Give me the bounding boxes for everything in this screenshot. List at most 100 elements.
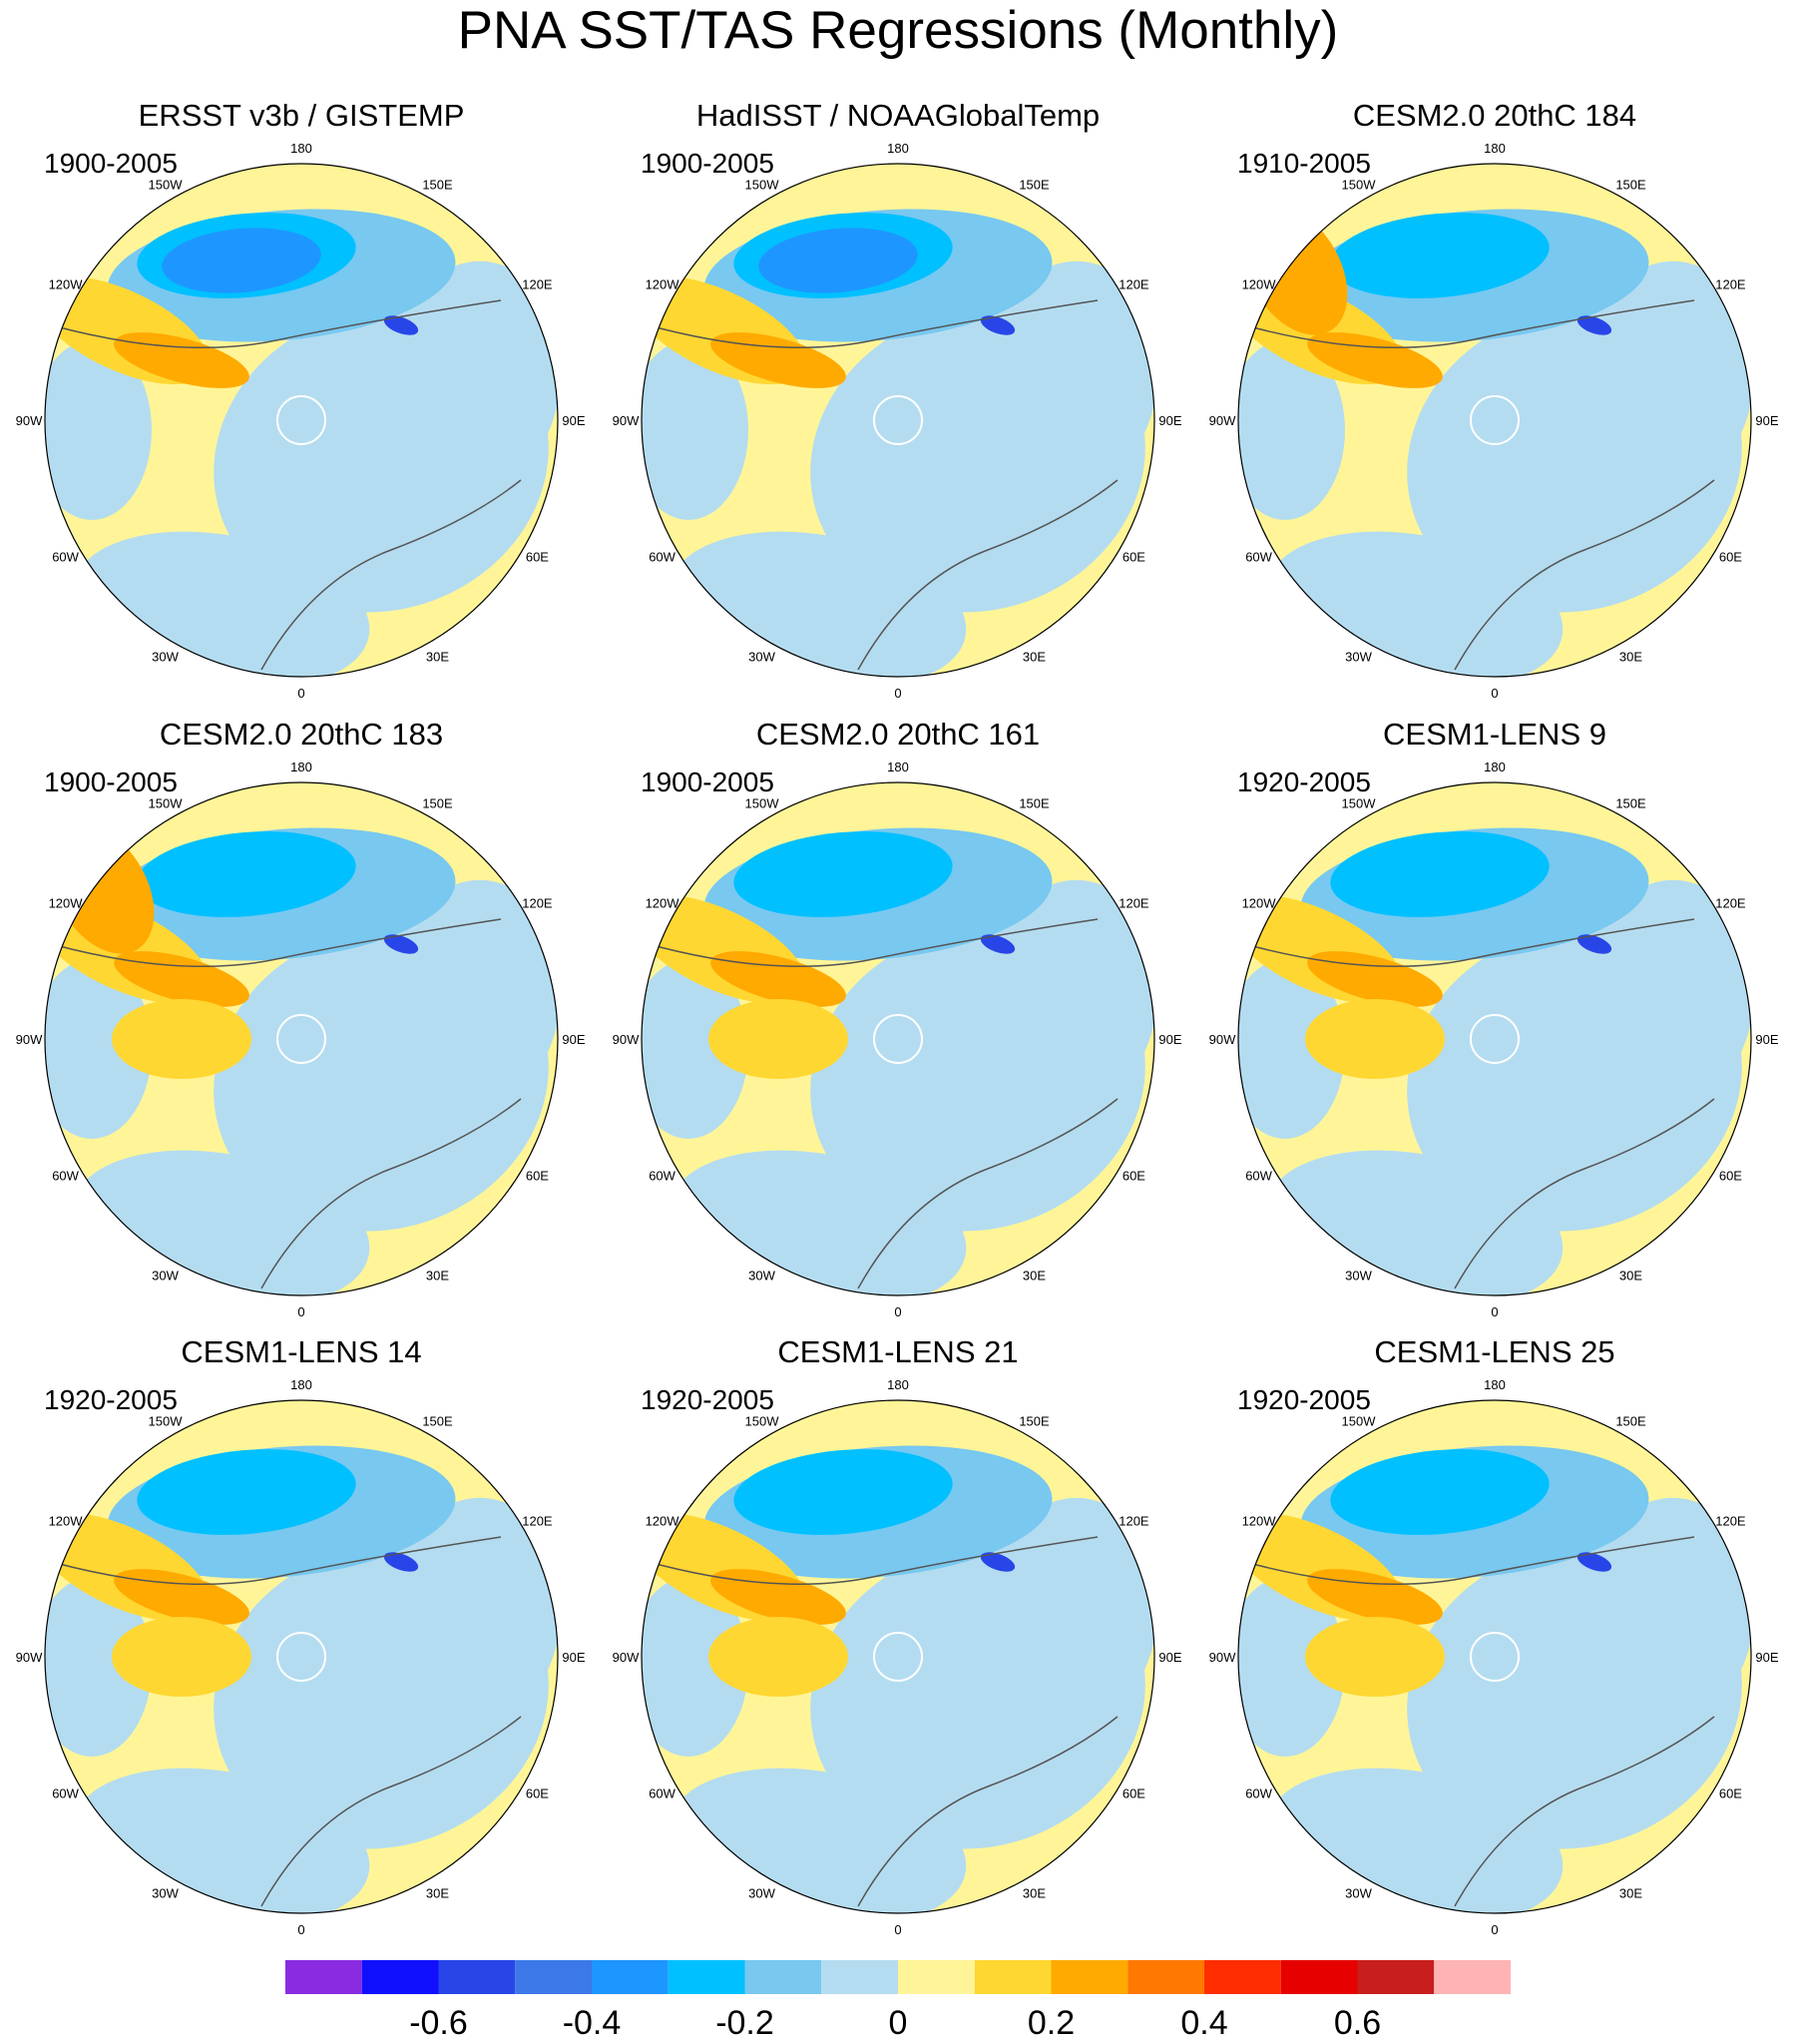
longitude-label: 90E bbox=[1755, 1650, 1778, 1665]
coastline bbox=[648, 299, 1099, 349]
coastline bbox=[1244, 918, 1695, 968]
longitude-label: 150E bbox=[422, 1414, 453, 1429]
field-negative bbox=[1572, 260, 1751, 500]
colorbar-tick-label: 0.4 bbox=[1180, 2004, 1227, 2042]
longitude-label: 120E bbox=[1715, 277, 1746, 292]
coastline bbox=[51, 299, 502, 349]
colorbar-tick-label: -0.2 bbox=[715, 2004, 774, 2042]
longitude-label: 150E bbox=[1615, 796, 1646, 811]
longitude-label: 60E bbox=[526, 550, 549, 565]
longitude-label: 150W bbox=[745, 796, 780, 811]
longitude-label: 0 bbox=[1491, 686, 1498, 701]
longitude-label: 90E bbox=[1755, 1032, 1778, 1047]
field-negative bbox=[379, 879, 558, 1119]
longitude-label: 0 bbox=[894, 1922, 901, 1937]
pole-mark bbox=[276, 1014, 326, 1064]
pacific-cold-core bbox=[137, 831, 356, 917]
map-border bbox=[1237, 781, 1752, 1296]
longitude-label: 180 bbox=[887, 141, 909, 156]
longitude-label: 90E bbox=[1755, 413, 1778, 428]
canada-warm bbox=[1305, 999, 1445, 1079]
pacific-cold-spot bbox=[980, 1552, 1016, 1572]
coastline bbox=[1244, 299, 1695, 349]
longitude-label: 90E bbox=[1158, 413, 1181, 428]
map-border bbox=[44, 1399, 559, 1914]
field-negative bbox=[1238, 959, 1345, 1139]
longitude-label: 150E bbox=[422, 796, 453, 811]
longitude-label: 120W bbox=[49, 1514, 84, 1529]
longitude-label: 150W bbox=[745, 178, 780, 193]
longitude-label: 60W bbox=[1245, 1787, 1272, 1801]
field-negative bbox=[976, 260, 1154, 500]
alaska-warm-core bbox=[710, 332, 846, 388]
longitude-label: 0 bbox=[297, 686, 304, 701]
longitude-label: 60E bbox=[1719, 1169, 1742, 1184]
coastline bbox=[648, 918, 1099, 968]
polar-map: 180 150E 120E 90E 60E 30E 0 30W 60W 90W 120W 150W bbox=[1209, 141, 1779, 701]
longitude-label: 90E bbox=[562, 413, 585, 428]
pole-mark bbox=[873, 1632, 923, 1682]
longitude-label: 90W bbox=[16, 413, 43, 428]
panel-title: CESM1-LENS 9 bbox=[1383, 717, 1606, 752]
map-border bbox=[1237, 163, 1752, 678]
longitude-label: 0 bbox=[1491, 1304, 1498, 1319]
longitude-label: 120W bbox=[1242, 277, 1277, 292]
coastline bbox=[260, 1098, 522, 1289]
longitude-label: 150W bbox=[1342, 178, 1377, 193]
longitude-label: 120E bbox=[1119, 1514, 1149, 1529]
polar-map: 180 150E 120E 90E 60E 30E 0 30W 60W 90W 120W 150W bbox=[1209, 1377, 1779, 1937]
field-negative bbox=[642, 1577, 748, 1757]
longitude-label: 120E bbox=[522, 277, 553, 292]
longitude-label: 180 bbox=[1484, 141, 1506, 156]
longitude-label: 0 bbox=[894, 686, 901, 701]
polar-map: 180 150E 120E 90E 60E 30E 0 30W 60W 90W 120W 150W bbox=[613, 1377, 1182, 1937]
panel-period: 1920-2005 bbox=[1237, 1384, 1371, 1415]
coastline bbox=[857, 1098, 1119, 1289]
field-negative bbox=[379, 1497, 558, 1737]
panel-period: 1920-2005 bbox=[44, 1384, 178, 1415]
longitude-label: 90E bbox=[562, 1650, 585, 1665]
longitude-label: 30W bbox=[748, 649, 775, 664]
longitude-label: 120W bbox=[646, 277, 680, 292]
pacific-cold-core bbox=[1330, 831, 1550, 917]
pacific-cold-core bbox=[733, 831, 953, 917]
canada-warm bbox=[708, 1617, 848, 1697]
longitude-label: 30W bbox=[152, 1885, 179, 1900]
longitude-label: 60W bbox=[1245, 550, 1272, 565]
colorbar-tick-label: 0 bbox=[889, 2004, 908, 2042]
longitude-label: 150W bbox=[1342, 796, 1377, 811]
map-border bbox=[641, 163, 1155, 678]
longitude-label: 120E bbox=[1715, 1514, 1746, 1529]
longitude-label: 60W bbox=[649, 1787, 675, 1801]
longitude-label: 90W bbox=[613, 1650, 640, 1665]
map-border bbox=[44, 163, 559, 678]
panel-title: CESM2.0 20thC 161 bbox=[755, 717, 1041, 752]
longitude-label: 90E bbox=[562, 1032, 585, 1047]
coastline bbox=[1454, 479, 1715, 671]
pacific-cold-spot bbox=[383, 1552, 419, 1572]
longitude-label: 120W bbox=[646, 1514, 680, 1529]
longitude-label: 30E bbox=[1619, 1885, 1642, 1900]
canada-warm bbox=[112, 999, 251, 1079]
field-negative bbox=[45, 340, 152, 520]
longitude-label: 30W bbox=[1345, 649, 1372, 664]
coastline bbox=[51, 1536, 502, 1586]
longitude-label: 120E bbox=[522, 896, 553, 911]
panel-period: 1920-2005 bbox=[641, 1384, 774, 1415]
panel-title: CESM1-LENS 14 bbox=[181, 1334, 422, 1369]
field-negative bbox=[45, 1577, 152, 1757]
longitude-label: 60E bbox=[1719, 550, 1742, 565]
pole-mark bbox=[276, 1632, 326, 1682]
canada-warm bbox=[1305, 1617, 1445, 1697]
alaska-warm-core bbox=[114, 332, 249, 388]
field-negative bbox=[379, 260, 558, 500]
longitude-label: 30E bbox=[426, 649, 449, 664]
alaska-warm-core bbox=[1307, 951, 1443, 1007]
panel-period: 1900-2005 bbox=[44, 148, 178, 179]
longitude-label: 120E bbox=[1715, 896, 1746, 911]
field-negative bbox=[642, 959, 748, 1139]
longitude-label: 90W bbox=[1209, 413, 1236, 428]
pole-mark bbox=[1470, 1632, 1520, 1682]
polar-map: 180 150E 120E 90E 60E 30E 0 30W 60W 90W 120W 150W bbox=[16, 1377, 586, 1937]
longitude-label: 180 bbox=[290, 1377, 312, 1392]
